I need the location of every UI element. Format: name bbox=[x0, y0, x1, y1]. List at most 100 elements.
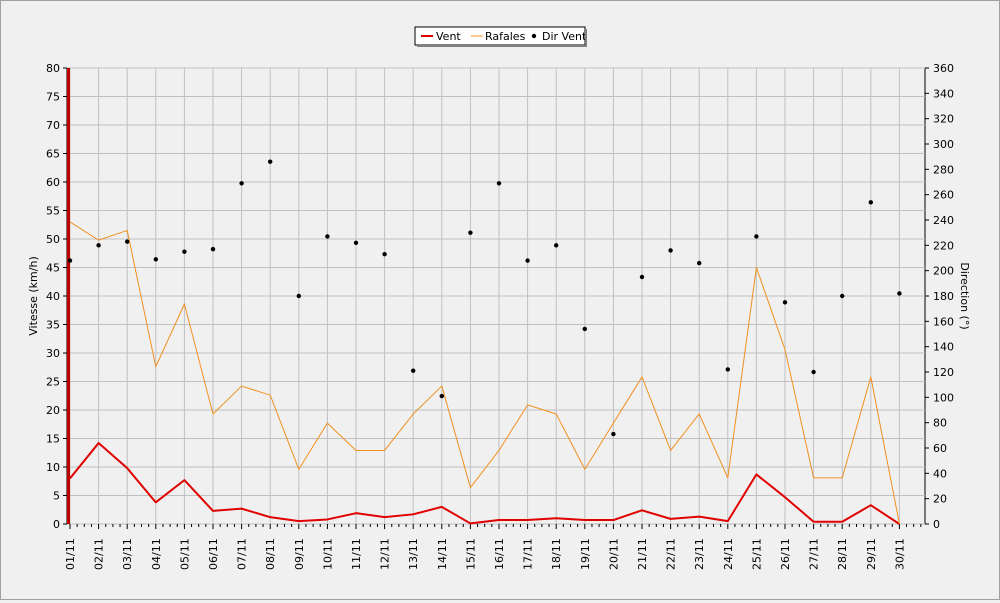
y-tick-label: 75 bbox=[46, 91, 60, 104]
y2-tick-label: 340 bbox=[933, 87, 954, 100]
data-point-dir-vent bbox=[239, 181, 244, 186]
x-tick-label: 12/11 bbox=[379, 538, 392, 570]
y2-tick-label: 220 bbox=[933, 239, 954, 252]
y2-tick-label: 320 bbox=[933, 113, 954, 126]
y-tick-label: 20 bbox=[46, 404, 60, 417]
data-point-dir-vent bbox=[840, 293, 845, 299]
data-point-dir-vent bbox=[897, 291, 902, 296]
y-tick-label: 15 bbox=[46, 433, 60, 446]
x-tick-label: 11/11 bbox=[350, 538, 363, 570]
data-point-dir-vent bbox=[325, 234, 330, 239]
data-point-dir-vent bbox=[868, 200, 873, 205]
x-tick-label: 13/11 bbox=[407, 538, 420, 570]
x-tick-label: 16/11 bbox=[493, 538, 506, 570]
data-point-dir-vent bbox=[125, 239, 130, 244]
y2-tick-label: 120 bbox=[933, 366, 954, 379]
series-layer bbox=[67, 159, 902, 525]
axis-labels: Vitesse (km/h) Direction (°) bbox=[27, 256, 971, 336]
series-line-vent bbox=[69, 442, 900, 525]
series-line-rafales bbox=[69, 221, 900, 525]
y-tick-label: 80 bbox=[46, 62, 60, 75]
x-tick-label: 09/11 bbox=[293, 538, 306, 570]
x-tick-label: 18/11 bbox=[550, 538, 563, 570]
x-tick-label: 28/11 bbox=[836, 538, 849, 570]
x-tick-label: 21/11 bbox=[636, 538, 649, 570]
data-point-dir-vent bbox=[353, 240, 359, 245]
y2-tick-label: 360 bbox=[933, 62, 954, 75]
y2-tick-label: 300 bbox=[933, 138, 954, 151]
data-point-dir-vent bbox=[639, 274, 645, 280]
legend-label-vent: Vent bbox=[436, 30, 461, 43]
data-point-dir-vent bbox=[525, 258, 530, 263]
legend-label-dir-vent: Dir Vent bbox=[542, 30, 587, 43]
x-tick-label: 10/11 bbox=[321, 538, 334, 570]
data-point-dir-vent bbox=[268, 159, 273, 164]
x-tick-label: 06/11 bbox=[207, 538, 220, 570]
legend-shadow bbox=[585, 29, 587, 47]
x-tick-label: 19/11 bbox=[579, 538, 592, 570]
data-point-dir-vent bbox=[96, 243, 101, 248]
data-point-dir-vent bbox=[782, 300, 788, 305]
y-tick-label: 0 bbox=[53, 518, 60, 531]
legend-shadow bbox=[417, 45, 587, 47]
data-point-dir-vent bbox=[382, 252, 387, 257]
x-tick-label: 03/11 bbox=[121, 538, 134, 570]
data-point-dir-vent bbox=[153, 257, 158, 262]
y-tick-label: 45 bbox=[46, 262, 60, 275]
y2-tick-label: 80 bbox=[933, 417, 947, 430]
y-tick-label: 70 bbox=[46, 119, 60, 132]
y2-tick-label: 100 bbox=[933, 391, 954, 404]
y2-tick-label: 140 bbox=[933, 341, 954, 354]
y-tick-label: 30 bbox=[46, 347, 60, 360]
x-tick-label: 26/11 bbox=[779, 538, 792, 570]
grid bbox=[66, 67, 926, 525]
y2-tick-label: 20 bbox=[933, 493, 947, 506]
legend-label-rafales: Rafales bbox=[485, 30, 526, 43]
y-tick-label: 55 bbox=[46, 205, 60, 218]
axes: 0 5 10 15 20 25 30 35 40 45 50 55 60 65 70 75 80 0 20 40 60 8… bbox=[46, 62, 954, 570]
data-point-dir-vent bbox=[554, 243, 559, 248]
y2-axis-label: Direction (°) bbox=[958, 262, 971, 329]
data-point-dir-vent bbox=[697, 260, 702, 266]
data-point-dir-vent bbox=[182, 249, 187, 254]
y2-tick-label: 0 bbox=[933, 518, 940, 531]
y2-tick-label: 280 bbox=[933, 163, 954, 176]
x-tick-label: 01/11 bbox=[64, 538, 77, 570]
data-point-dir-vent bbox=[468, 230, 473, 235]
x-tick-label: 17/11 bbox=[522, 538, 535, 570]
data-point-dir-vent bbox=[67, 258, 73, 263]
y-tick-label: 35 bbox=[46, 319, 60, 332]
data-point-dir-vent bbox=[582, 326, 587, 332]
data-point-dir-vent bbox=[811, 369, 816, 375]
legend: Vent Rafales Dir Vent bbox=[414, 26, 587, 47]
y-axis-label: Vitesse (km/h) bbox=[27, 256, 40, 336]
x-tick-label: 08/11 bbox=[264, 538, 277, 570]
x-tick-label: 30/11 bbox=[893, 538, 906, 570]
data-point-dir-vent bbox=[611, 431, 616, 437]
data-point-dir-vent bbox=[210, 246, 216, 252]
y-tick-label: 40 bbox=[46, 290, 60, 303]
y2-tick-label: 260 bbox=[933, 189, 954, 202]
y-tick-label: 65 bbox=[46, 148, 60, 161]
x-tick-label: 23/11 bbox=[693, 538, 706, 570]
data-point-dir-vent bbox=[496, 181, 502, 186]
y-tick-label: 50 bbox=[46, 233, 60, 246]
x-tick-label: 02/11 bbox=[93, 538, 106, 570]
x-tick-label: 05/11 bbox=[178, 538, 191, 570]
data-point-dir-vent bbox=[296, 293, 301, 299]
y-tick-label: 60 bbox=[46, 176, 60, 189]
x-tick-label: 29/11 bbox=[865, 538, 878, 570]
legend-symbol-dir-vent bbox=[531, 33, 537, 39]
y2-tick-label: 160 bbox=[933, 315, 954, 328]
x-tick-label: 04/11 bbox=[150, 538, 163, 570]
x-tick-label: 27/11 bbox=[808, 538, 821, 570]
x-tick-label: 20/11 bbox=[607, 538, 620, 570]
data-point-dir-vent bbox=[725, 367, 730, 372]
data-point-dir-vent bbox=[439, 393, 444, 399]
y-tick-label: 5 bbox=[53, 490, 60, 503]
y2-tick-label: 180 bbox=[933, 290, 954, 303]
y2-tick-label: 200 bbox=[933, 265, 954, 278]
x-tick-label: 25/11 bbox=[750, 538, 763, 570]
